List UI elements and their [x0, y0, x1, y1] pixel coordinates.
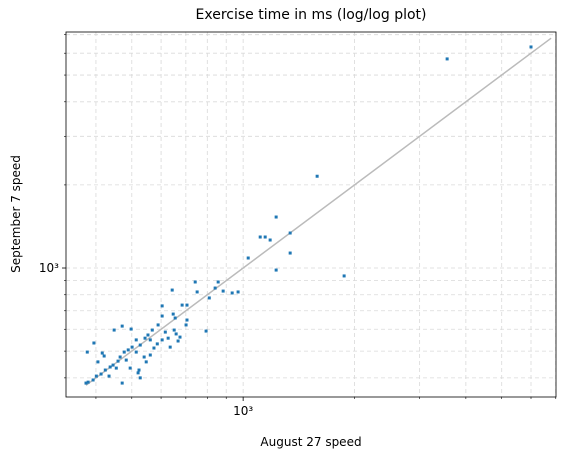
point [99, 372, 103, 376]
point [111, 363, 115, 367]
point [173, 316, 177, 320]
point [144, 360, 148, 364]
point [184, 323, 188, 327]
point [268, 238, 272, 242]
point [122, 350, 126, 354]
point [172, 328, 176, 332]
point [529, 45, 533, 49]
point [103, 368, 107, 372]
point [91, 378, 95, 382]
point [136, 371, 140, 375]
point [160, 304, 164, 308]
point [213, 286, 217, 290]
point [258, 235, 262, 239]
x-axis-label: August 27 speed [260, 435, 361, 449]
point [176, 339, 180, 343]
point [163, 330, 167, 334]
point [195, 290, 199, 294]
point [130, 345, 134, 349]
point [114, 366, 118, 370]
point [288, 231, 292, 235]
point [138, 376, 142, 380]
point [230, 291, 234, 295]
point [107, 374, 111, 378]
point [342, 274, 346, 278]
point [152, 346, 156, 350]
point [246, 256, 250, 260]
point [86, 380, 90, 384]
point [150, 328, 154, 332]
point [138, 343, 142, 347]
point [100, 351, 104, 355]
y-tick-label: 10³ [39, 261, 59, 275]
reference-line [85, 37, 552, 386]
point [174, 332, 178, 336]
y-axis-label: September 7 speed [9, 155, 23, 273]
point [143, 336, 147, 340]
point [85, 350, 89, 354]
point [156, 323, 160, 327]
point [168, 345, 172, 349]
x-tick-label: 10³ [233, 404, 253, 418]
point [120, 381, 124, 385]
point [102, 354, 106, 358]
point [207, 296, 211, 300]
point [92, 341, 96, 345]
point [126, 348, 130, 352]
point [171, 312, 175, 316]
point [148, 353, 152, 357]
point [216, 280, 220, 284]
point [120, 324, 124, 328]
point [94, 374, 98, 378]
point [137, 368, 141, 372]
point [148, 338, 152, 342]
point [128, 366, 132, 370]
point [315, 174, 319, 178]
point [155, 342, 159, 346]
point [84, 381, 88, 385]
point [129, 327, 133, 331]
point [180, 303, 184, 307]
point [112, 328, 116, 332]
point [166, 336, 170, 340]
point [263, 235, 267, 239]
point [274, 268, 278, 272]
point [116, 359, 120, 363]
point [204, 329, 208, 333]
point [193, 280, 197, 284]
point [170, 288, 174, 292]
point [178, 335, 182, 339]
point [134, 338, 138, 342]
point [221, 289, 225, 293]
point [118, 355, 122, 359]
point [146, 333, 150, 337]
plot-frame [65, 31, 557, 398]
point [160, 314, 164, 318]
point [274, 215, 278, 219]
point [288, 251, 292, 255]
point [108, 365, 112, 369]
point [142, 355, 146, 359]
point [96, 360, 100, 364]
point [185, 303, 189, 307]
point [236, 290, 240, 294]
point [160, 338, 164, 342]
chart-title: Exercise time in ms (log/log plot) [196, 7, 427, 23]
point [445, 57, 449, 61]
point [134, 350, 138, 354]
point [185, 318, 189, 322]
point [124, 358, 128, 362]
